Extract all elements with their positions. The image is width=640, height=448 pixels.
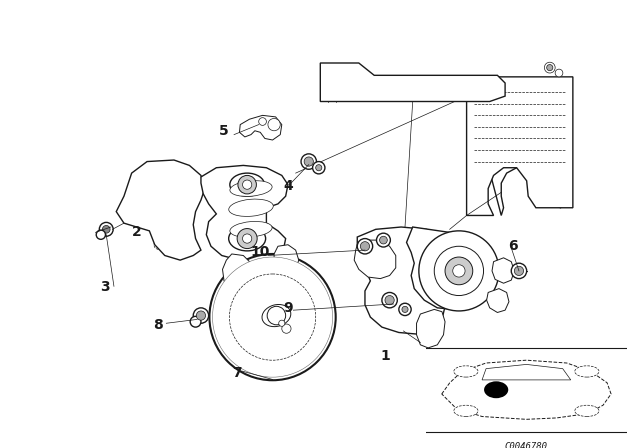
Ellipse shape xyxy=(454,405,478,417)
Circle shape xyxy=(419,231,499,311)
Polygon shape xyxy=(492,258,515,283)
Circle shape xyxy=(267,306,285,325)
Circle shape xyxy=(399,303,411,315)
Circle shape xyxy=(168,170,179,181)
Polygon shape xyxy=(357,227,450,334)
Circle shape xyxy=(452,265,465,277)
Circle shape xyxy=(154,240,163,250)
Circle shape xyxy=(102,225,110,233)
Polygon shape xyxy=(116,160,205,260)
Ellipse shape xyxy=(435,289,479,304)
Circle shape xyxy=(196,311,205,320)
Circle shape xyxy=(511,263,527,279)
Polygon shape xyxy=(354,240,396,279)
Text: 2: 2 xyxy=(132,225,142,239)
Circle shape xyxy=(99,222,113,236)
Text: 9: 9 xyxy=(283,301,292,315)
Polygon shape xyxy=(482,364,571,380)
Text: 5: 5 xyxy=(219,124,229,138)
Circle shape xyxy=(435,246,484,296)
Circle shape xyxy=(555,69,563,77)
Polygon shape xyxy=(442,360,611,419)
Circle shape xyxy=(209,254,336,380)
Circle shape xyxy=(243,234,252,243)
Circle shape xyxy=(376,233,390,247)
Polygon shape xyxy=(467,77,573,215)
Ellipse shape xyxy=(230,173,264,196)
Circle shape xyxy=(445,257,473,285)
Circle shape xyxy=(545,62,555,73)
Circle shape xyxy=(133,198,145,210)
Circle shape xyxy=(382,293,397,308)
Text: 7: 7 xyxy=(232,366,242,380)
Circle shape xyxy=(385,296,394,305)
Text: 4: 4 xyxy=(283,179,293,193)
Circle shape xyxy=(360,241,369,251)
Circle shape xyxy=(301,154,316,169)
Polygon shape xyxy=(467,83,570,215)
Text: 10: 10 xyxy=(250,246,270,259)
Polygon shape xyxy=(239,116,282,140)
Text: C0046780: C0046780 xyxy=(505,442,548,448)
Circle shape xyxy=(515,266,524,276)
Polygon shape xyxy=(320,63,505,102)
Circle shape xyxy=(316,165,322,171)
Circle shape xyxy=(304,157,314,166)
Polygon shape xyxy=(406,227,496,310)
Ellipse shape xyxy=(575,405,599,417)
Circle shape xyxy=(193,308,209,323)
Ellipse shape xyxy=(230,181,272,196)
Circle shape xyxy=(243,180,252,189)
Circle shape xyxy=(212,257,333,377)
Text: 1: 1 xyxy=(381,349,390,362)
Ellipse shape xyxy=(262,305,291,327)
Circle shape xyxy=(96,230,106,239)
Circle shape xyxy=(237,228,257,249)
Ellipse shape xyxy=(575,366,599,377)
Ellipse shape xyxy=(435,237,479,253)
Text: 8: 8 xyxy=(153,318,163,332)
Polygon shape xyxy=(201,165,288,262)
Circle shape xyxy=(402,306,408,313)
Circle shape xyxy=(190,316,201,327)
Circle shape xyxy=(484,381,508,398)
Polygon shape xyxy=(274,245,299,273)
Circle shape xyxy=(238,176,257,194)
Ellipse shape xyxy=(454,366,478,377)
Circle shape xyxy=(380,236,387,244)
Circle shape xyxy=(279,320,285,326)
Circle shape xyxy=(357,238,372,254)
Polygon shape xyxy=(223,254,251,291)
Ellipse shape xyxy=(228,226,266,251)
Text: 3: 3 xyxy=(100,280,109,294)
Text: 6: 6 xyxy=(508,239,518,253)
Circle shape xyxy=(175,241,188,254)
Polygon shape xyxy=(417,310,445,348)
Circle shape xyxy=(282,324,291,333)
Circle shape xyxy=(547,65,553,71)
Polygon shape xyxy=(486,289,509,313)
Ellipse shape xyxy=(230,221,272,237)
Circle shape xyxy=(259,118,266,125)
Ellipse shape xyxy=(228,199,273,216)
Circle shape xyxy=(230,274,316,360)
Circle shape xyxy=(268,118,280,131)
Circle shape xyxy=(312,162,325,174)
